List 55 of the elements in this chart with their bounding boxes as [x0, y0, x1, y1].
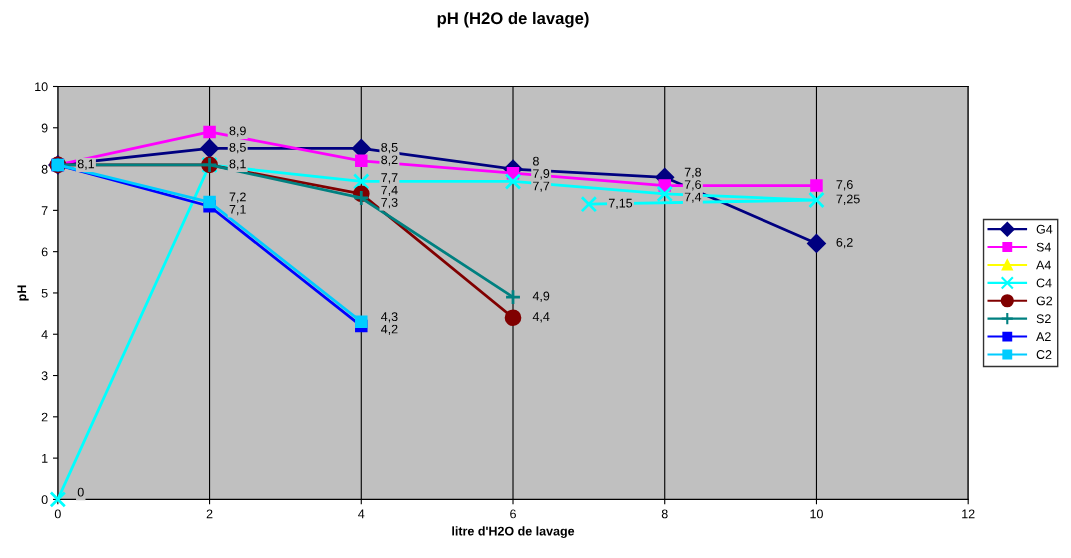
legend-label: G4	[1036, 224, 1053, 234]
x-tick-label: 10	[810, 509, 823, 519]
y-tick-label: 3	[41, 371, 48, 381]
data-label: 4,3	[381, 312, 398, 323]
data-label: 7,15	[608, 198, 633, 209]
data-label: 8,9	[229, 126, 246, 137]
data-label: 8,1	[229, 159, 246, 170]
data-label: 4,4	[532, 312, 550, 323]
x-tick-label: 8	[661, 509, 668, 519]
x-axis-title: litre d'H2O de lavage	[452, 526, 575, 539]
data-label: 8,2	[381, 155, 398, 166]
legend-label: C4	[1036, 278, 1052, 288]
data-label: 4,2	[381, 324, 398, 335]
y-tick-label: 9	[41, 123, 48, 133]
y-tick-label: 4	[41, 330, 48, 339]
data-label: 7,4	[684, 192, 702, 203]
data-label: 0	[77, 487, 84, 497]
x-tick-label: 0	[54, 509, 61, 519]
y-tick-label: 5	[41, 288, 48, 298]
legend-label: S2	[1036, 314, 1051, 324]
data-label: 7,9	[533, 169, 550, 180]
x-tick-label: 6	[510, 509, 516, 519]
x-tick-label: 12	[962, 509, 975, 519]
data-label: 7,3	[381, 197, 398, 209]
data-label: 7,6	[836, 180, 853, 191]
legend-label: G2	[1036, 296, 1053, 306]
y-tick-label: 0	[41, 495, 48, 505]
data-label: 6,2	[836, 237, 853, 249]
data-label: 8,5	[381, 142, 398, 154]
data-label: 7,7	[381, 173, 398, 184]
data-label: 8,1	[77, 159, 95, 170]
data-label: 8,5	[229, 142, 246, 154]
y-tick-label: 7	[41, 206, 48, 215]
legend-label: A2	[1036, 332, 1051, 341]
y-tick-label: 2	[41, 412, 48, 422]
legend-label: C2	[1036, 350, 1052, 359]
data-label: 4,9	[532, 291, 550, 302]
y-tick-label: 8	[41, 164, 48, 174]
data-label: 7,8	[684, 167, 702, 179]
x-tick-label: 2	[206, 509, 213, 519]
y-tick-label: 10	[35, 82, 48, 92]
data-label: 7,2	[229, 192, 246, 203]
y-tick-label: 6	[41, 247, 48, 257]
legend-label: S4	[1036, 242, 1051, 252]
data-label: 7,1	[229, 205, 246, 216]
legend-label: A4	[1036, 260, 1051, 270]
data-label: 7,4	[381, 185, 398, 196]
y-tick-label: 1	[42, 454, 48, 463]
data-label: 7,7	[533, 181, 550, 192]
chart-title: pH (H2O de lavage)	[437, 11, 589, 28]
data-label: 7,6	[684, 180, 702, 191]
data-label: 7,25	[836, 194, 860, 205]
y-axis-title: pH	[17, 285, 29, 301]
data-label: 8	[533, 156, 539, 166]
x-tick-label: 4	[358, 509, 365, 519]
